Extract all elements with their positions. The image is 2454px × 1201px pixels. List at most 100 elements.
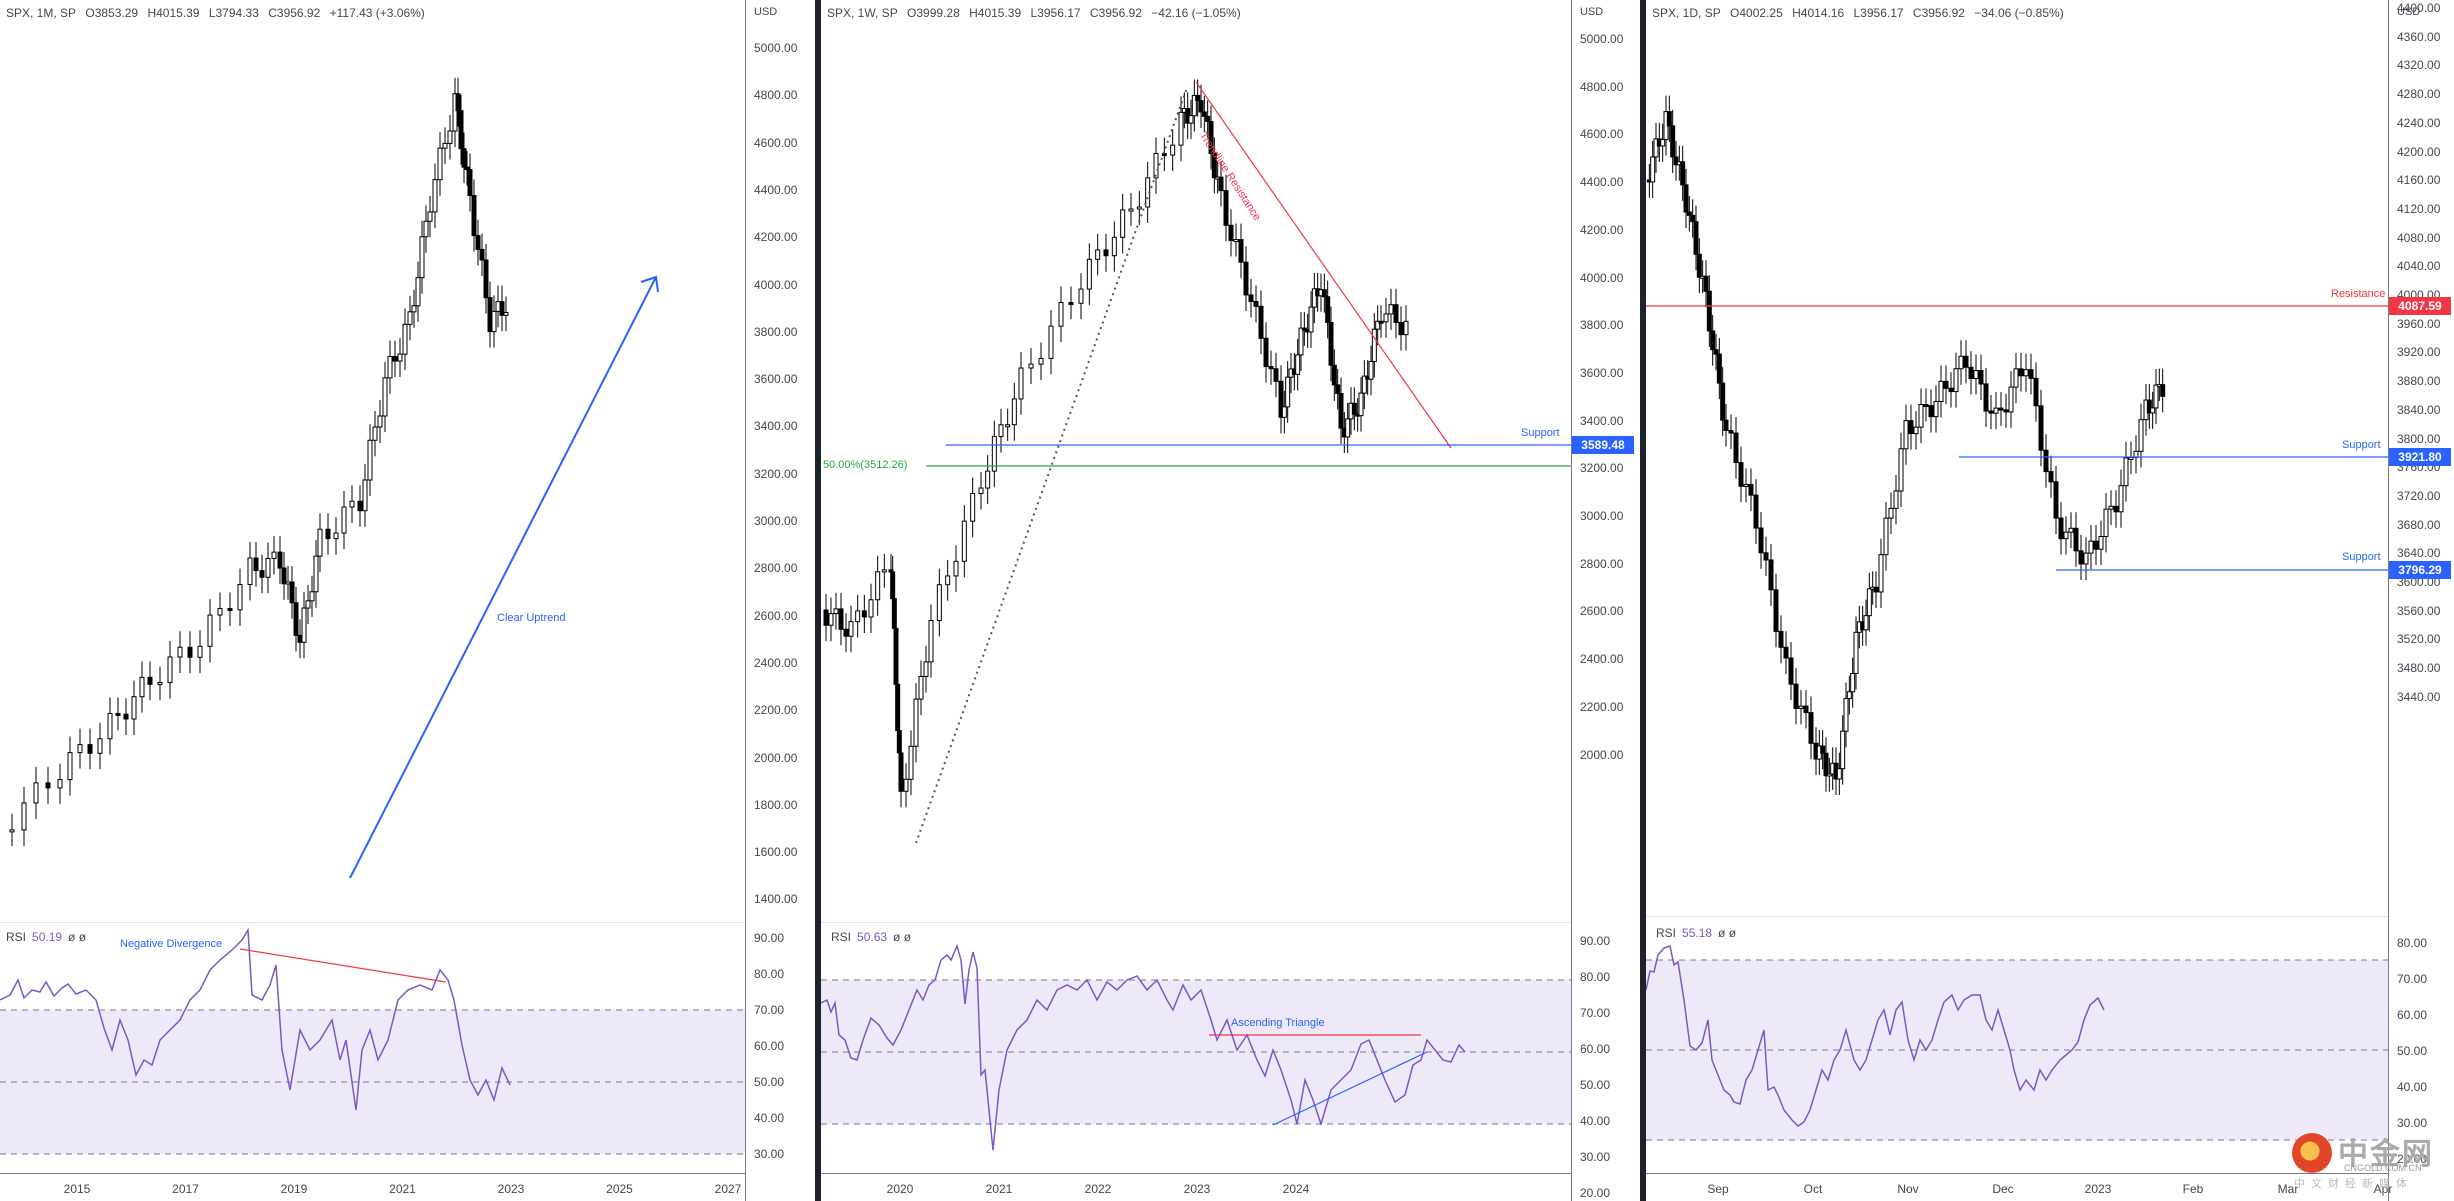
price-tick: 4600.00 [754, 135, 798, 150]
price-tick: 3800.00 [1580, 318, 1624, 333]
price-tick: 3400.00 [754, 419, 798, 434]
rsi-tick: 50.00 [754, 1075, 785, 1089]
rsi-tick: 80.00 [1580, 970, 1611, 984]
rsi-tick: 30.00 [2397, 1116, 2428, 1130]
time-tick: 2020 [886, 1182, 914, 1196]
time-tick: 2021 [389, 1182, 416, 1196]
weekly-rsi-legend: RSI 50.63 ø ø [831, 930, 912, 944]
price-tick: 4400.00 [754, 182, 798, 197]
rsi-tick: 60.00 [1580, 1042, 1611, 1056]
daily-rsi-legend: RSI 55.18 ø ø [1656, 926, 1737, 940]
price-tick: 2800.00 [754, 561, 798, 576]
price-tick: 2200.00 [754, 703, 798, 718]
price-tick: 3520.00 [2397, 632, 2441, 647]
price-tick: 2000.00 [1580, 747, 1624, 762]
chart-panel-daily[interactable]: SPX, 1D, SP O4002.25 H4014.16 L3956.17 C… [1646, 0, 2454, 1201]
time-tick: Dec [1992, 1182, 2014, 1196]
cngold-watermark: 中金网 CNGOLD.COM.CN 中文财经新媒体 [2292, 1129, 2442, 1190]
price-tick: 4600.00 [1580, 127, 1624, 142]
ascending-triangle-label: Ascending Triangle [1231, 1017, 1325, 1029]
time-tick: 2015 [63, 1182, 91, 1196]
price-tick: 3200.00 [754, 466, 798, 481]
monthly-time-axis[interactable]: 2015 2017 2019 2021 2023 2025 2027 [0, 1173, 745, 1201]
price-tick: 3400.00 [1580, 413, 1624, 428]
change-value: +117.43 (+3.06%) [329, 6, 425, 20]
price-tick: 4080.00 [2397, 230, 2441, 245]
low-value: L3794.33 [208, 6, 259, 20]
price-tick: 3960.00 [2397, 316, 2441, 331]
rsi-tick: 60.00 [754, 1039, 785, 1053]
price-tick: 4040.00 [2397, 259, 2441, 274]
close-value: C3956.92 [268, 6, 321, 20]
weekly-time-axis[interactable]: 2020 2021 2022 2023 2024 [821, 1173, 1571, 1201]
price-tick: 4800.00 [754, 88, 798, 103]
monthly-price-axis[interactable]: USD 5000.00 4800.00 4600.00 4400.00 4200.00 4… [745, 0, 815, 1201]
price-tick: 3720.00 [2397, 488, 2441, 503]
time-tick: Apr [2373, 1182, 2393, 1196]
price-tick: 5000.00 [1580, 32, 1624, 46]
rsi-tick: 60.00 [2397, 1008, 2428, 1022]
time-tick: 2021 [985, 1182, 1013, 1196]
resistance-price-tag: 4087.59 [2389, 297, 2451, 315]
price-tick: 3200.00 [1580, 461, 1624, 476]
rsi-separator [0, 922, 745, 923]
open-value: O3853.29 [85, 6, 139, 20]
weekly-candles [821, 79, 1571, 1151]
support-price-tag-1: 3921.80 [2389, 448, 2451, 466]
price-tick: 3800.00 [754, 324, 798, 339]
price-tick: 3640.00 [2397, 546, 2441, 561]
time-tick: Mar [2277, 1182, 2299, 1196]
daily-candles [1646, 95, 2388, 1141]
price-tick: 3560.00 [2397, 603, 2441, 618]
price-tick: 4200.00 [754, 230, 798, 245]
price-tick: 2200.00 [1580, 699, 1624, 714]
price-tick: 4400.00 [2397, 1, 2441, 15]
time-tick: 2025 [606, 1182, 633, 1196]
price-tick: 4280.00 [2397, 87, 2441, 102]
rsi-separator [1646, 916, 2388, 917]
support-label: Support [1521, 427, 1560, 439]
daily-price-axis[interactable]: USD 4400.00 4360.00 4320.00 4280.00 4240.00 4… [2388, 0, 2454, 1201]
symbol-label: SPX, 1M, SP [6, 6, 77, 20]
panel-divider[interactable] [1640, 0, 1646, 1201]
price-tick: 4120.00 [2397, 201, 2441, 216]
support-label-2: Support [2342, 551, 2381, 563]
time-tick: Feb [2182, 1182, 2204, 1196]
price-tick: 4160.00 [2397, 173, 2441, 188]
price-tick: 4240.00 [2397, 115, 2441, 130]
weekly-legend: SPX, 1W, SP O3999.28 H4015.39 L3956.17 C… [827, 6, 1241, 20]
support-label-1: Support [2342, 439, 2381, 451]
monthly-rsi-legend: RSI 50.19 ø ø [6, 930, 87, 944]
price-tick: 2600.00 [754, 608, 798, 623]
rsi-tick: 30.00 [1580, 1150, 1611, 1164]
price-tick: 5000.00 [754, 41, 798, 55]
monthly-candles [0, 77, 745, 1155]
price-tick: 3000.00 [754, 514, 798, 528]
time-tick: 2017 [172, 1182, 199, 1196]
rsi-tick: 80.00 [2397, 936, 2428, 950]
clear-uptrend-label: Clear Uptrend [497, 612, 566, 624]
rsi-separator [821, 922, 1571, 923]
price-tick: 3600.00 [1580, 365, 1624, 380]
time-tick: 2023 [2084, 1182, 2112, 1196]
high-value: H4015.39 [147, 6, 200, 20]
price-tick: 4200.00 [1580, 222, 1624, 237]
price-tick: 4800.00 [1580, 79, 1624, 94]
price-tick: 2800.00 [1580, 556, 1624, 571]
rsi-tick: 40.00 [1580, 1114, 1611, 1128]
rsi-tick: 20.00 [1580, 1186, 1611, 1200]
price-tick: 1800.00 [754, 797, 798, 812]
price-tick: 4400.00 [1580, 175, 1624, 190]
rsi-tick: 50.00 [2397, 1044, 2428, 1058]
time-tick: 2024 [1282, 1182, 1310, 1196]
weekly-price-axis[interactable]: USD 5000.00 4800.00 4600.00 4400.00 4200.00 4… [1571, 0, 1640, 1201]
chart-panel-monthly[interactable]: SPX, 1M, SP O3853.29 H4015.39 L3794.33 C… [0, 0, 815, 1201]
daily-time-axis[interactable]: Sep Oct Nov Dec 2023 Feb Mar Apr [1646, 1173, 2392, 1201]
price-tick: 3840.00 [2397, 402, 2441, 417]
chart-panel-weekly[interactable]: SPX, 1W, SP O3999.28 H4015.39 L3956.17 C… [821, 0, 1640, 1201]
price-tick: 3440.00 [2397, 689, 2441, 704]
rsi-tick: 30.00 [754, 1147, 785, 1161]
price-tick: 4000.00 [1580, 270, 1624, 285]
rsi-tick: 70.00 [2397, 972, 2428, 986]
panel-divider[interactable] [815, 0, 821, 1201]
